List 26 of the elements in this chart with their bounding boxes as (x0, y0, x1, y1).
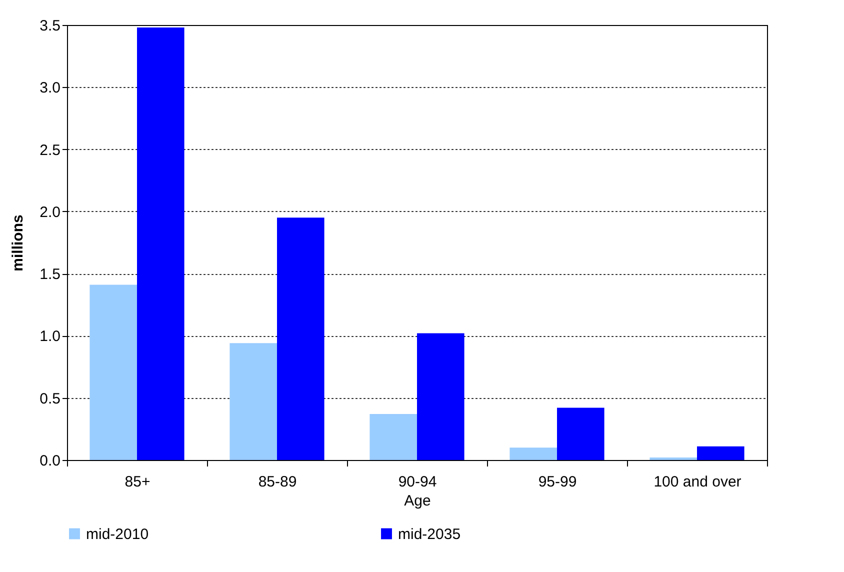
y-tick-label: 1.5 (40, 266, 60, 284)
x-tick-label: 85+ (124, 474, 150, 490)
y-tick-label: 3.0 (40, 80, 60, 97)
y-tick-label: 3.5 (40, 18, 60, 34)
bar (510, 448, 557, 460)
bar (137, 27, 184, 460)
x-tick-label: 100 and over (654, 474, 742, 490)
bar (277, 218, 324, 460)
bar (90, 284, 137, 460)
y-tick-label: 2.5 (40, 142, 60, 159)
legend-label: mid-2010 (86, 526, 149, 543)
bar (697, 446, 744, 460)
y-tick-label: 0.0 (40, 452, 60, 470)
x-tick-label: 95-99 (538, 474, 577, 490)
y-tick-label: 0.5 (40, 390, 60, 408)
x-tick-label: 90-94 (398, 474, 437, 490)
bar (370, 414, 417, 460)
bar (557, 408, 604, 460)
x-axis-title: Age (404, 492, 431, 510)
bar (230, 343, 277, 460)
y-tick-label: 1.0 (40, 328, 60, 346)
y-axis-title: millions (10, 214, 27, 272)
x-tick-label: 85-89 (258, 474, 297, 490)
bar (417, 333, 464, 460)
legend-label: mid-2035 (398, 526, 461, 543)
y-tick-label: 2.0 (40, 204, 60, 221)
